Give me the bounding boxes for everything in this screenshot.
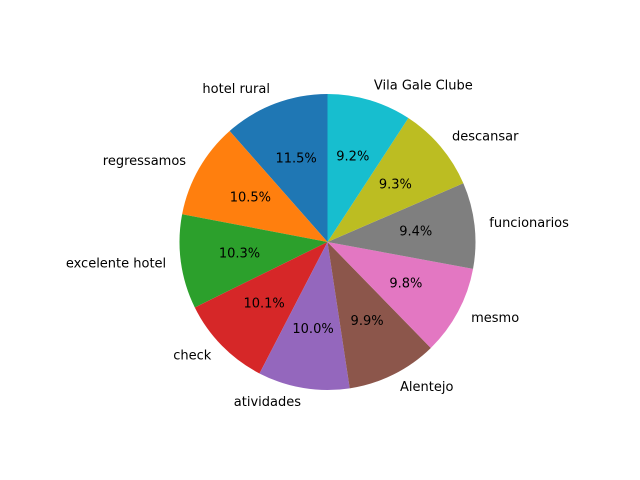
pie-slices xyxy=(179,94,476,390)
percent-labels: 11.5% 10.5% 10.3% 10.1% 10.0% 9.9% 9.8% 9.4% 9.3… xyxy=(219,149,432,337)
pie-slice-hotel-rural xyxy=(229,94,328,242)
percent-label: 11.5% xyxy=(275,151,316,166)
category-labels: hotel rural regressamos excelente hotel che… xyxy=(66,78,569,410)
slice-label-hotel-rural: hotel rural xyxy=(202,82,270,97)
percent-label: 9.4% xyxy=(399,224,432,239)
slice-label-check: check xyxy=(173,349,212,364)
pie-slice-regressamos xyxy=(182,130,328,242)
pie-slice-alentejo xyxy=(327,242,431,389)
pie-slice-check xyxy=(194,242,328,374)
pie-slice-mesmo xyxy=(327,242,474,348)
slice-label-descansar: descansar xyxy=(452,130,519,145)
percent-label: 10.5% xyxy=(230,191,271,206)
percent-label: 9.8% xyxy=(389,276,422,291)
pie-slice-atividades xyxy=(259,242,350,390)
percent-label: 9.9% xyxy=(351,314,384,329)
slice-label-atividades: atividades xyxy=(234,395,301,410)
slice-label-funcionarios: funcionarios xyxy=(489,216,569,231)
slice-label-alentejo: Alentejo xyxy=(400,380,453,395)
percent-label: 10.1% xyxy=(243,297,284,312)
slice-label-mesmo: mesmo xyxy=(471,311,519,326)
slice-label-vila-gale-clube: Vila Gale Clube xyxy=(374,78,473,93)
slice-label-regressamos: regressamos xyxy=(103,154,186,169)
pie-slice-excelente-hotel xyxy=(179,214,328,308)
pie-slice-descansar xyxy=(327,118,464,242)
percent-label: 10.0% xyxy=(292,322,333,337)
percent-label: 9.2% xyxy=(336,149,369,164)
percent-label: 10.3% xyxy=(219,246,260,261)
pie-slice-vila-gale-clube xyxy=(327,94,409,242)
percent-label: 9.3% xyxy=(379,177,412,192)
pie-slice-funcionarios xyxy=(327,183,476,269)
slice-label-excelente-hotel: excelente hotel xyxy=(66,256,166,271)
